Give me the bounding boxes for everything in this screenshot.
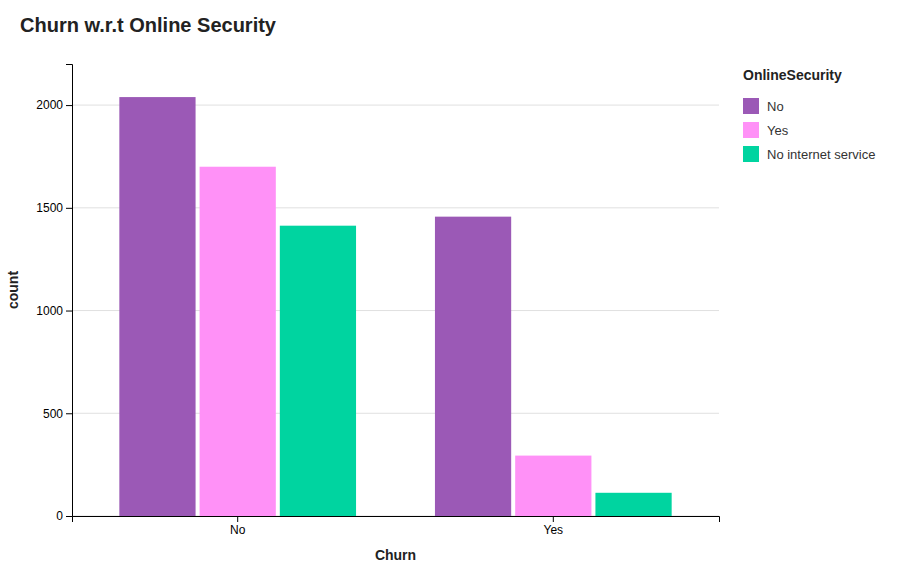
y-tick-label: 500 <box>43 407 63 421</box>
x-axis-label: Churn <box>375 547 416 563</box>
legend: OnlineSecurity No Yes No internet service <box>743 67 875 162</box>
x-tick: No <box>230 516 246 537</box>
y-tick-label: 2000 <box>36 98 63 112</box>
legend-label: Yes <box>767 123 789 138</box>
legend-swatch <box>743 98 759 114</box>
y-tick-label: 1000 <box>36 304 63 318</box>
bar <box>595 493 671 516</box>
legend-label: No internet service <box>767 147 875 162</box>
bar <box>280 226 356 516</box>
title: Churn w.r.t Online Security <box>20 14 277 36</box>
y-axis: 0 500 1000 1500 2000 <box>36 65 72 524</box>
bar <box>435 217 511 516</box>
plot: 0 500 1000 1500 2000 No Yes Churn count <box>5 65 720 564</box>
bars <box>119 97 671 516</box>
x-tick-label: Yes <box>544 523 564 537</box>
y-tick: 1500 <box>36 201 72 215</box>
chart: Churn w.r.t Online Security 0 500 1000 1500 2… <box>0 0 919 574</box>
legend-title: OnlineSecurity <box>743 67 842 83</box>
y-axis-label: count <box>5 271 21 309</box>
bar <box>119 97 195 516</box>
y-tick: 0 <box>56 509 72 523</box>
y-tick-label: 0 <box>56 509 63 523</box>
legend-item: No <box>743 98 784 114</box>
x-tick: Yes <box>544 516 564 537</box>
legend-label: No <box>767 99 784 114</box>
y-tick-label: 1500 <box>36 201 63 215</box>
y-tick-mark <box>66 208 72 209</box>
legend-item: Yes <box>743 122 789 138</box>
y-tick-mark <box>66 413 72 414</box>
y-axis-line <box>66 65 73 517</box>
y-tick: 500 <box>43 407 72 421</box>
bar <box>200 167 276 516</box>
x-tick-mark <box>553 516 554 522</box>
y-tick: 1000 <box>36 304 72 318</box>
y-tick-mark <box>66 311 72 312</box>
y-tick-mark <box>66 105 72 106</box>
x-axis: No Yes <box>73 516 720 537</box>
legend-swatch <box>743 122 759 138</box>
legend-item: No internet service <box>743 146 875 162</box>
x-tick-label: No <box>230 523 246 537</box>
y-tick-mark <box>66 516 72 517</box>
x-tick-mark <box>237 516 238 522</box>
bar <box>515 456 591 516</box>
legend-swatch <box>743 146 759 162</box>
x-axis-line <box>73 517 720 523</box>
y-tick: 2000 <box>36 98 72 112</box>
